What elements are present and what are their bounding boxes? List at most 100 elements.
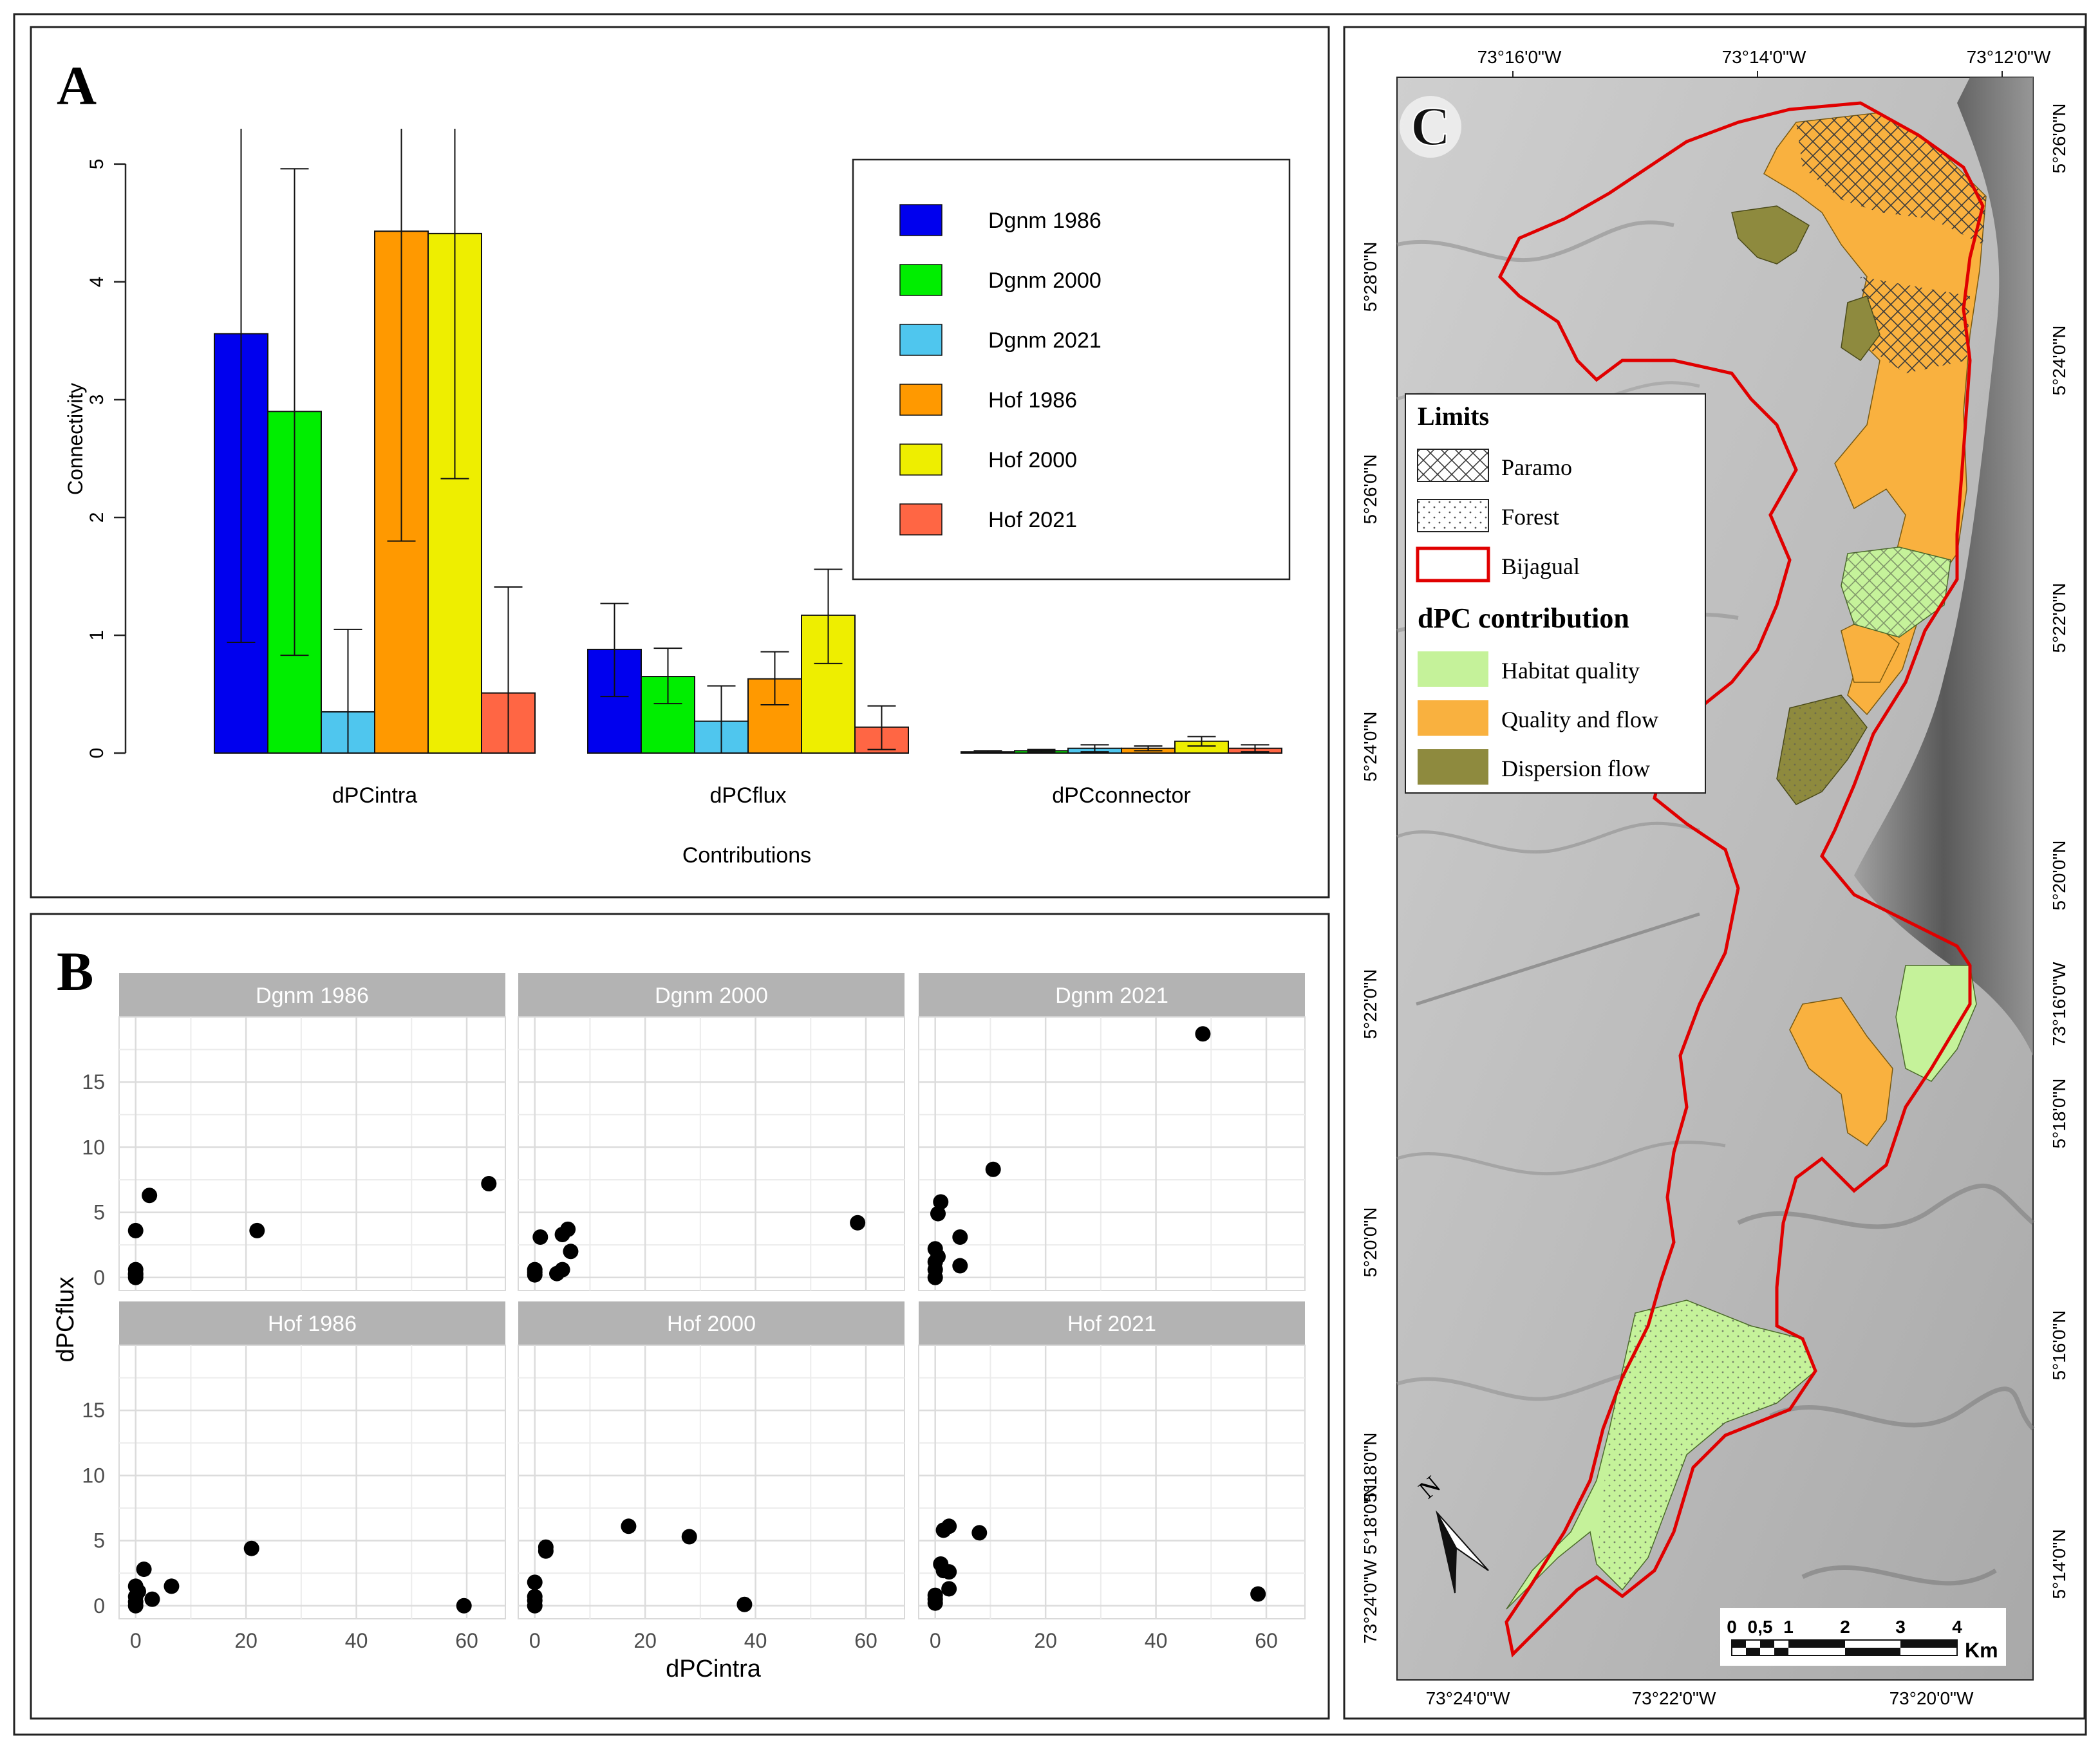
panel-c-letter: C — [1411, 95, 1450, 157]
legend-swatch — [899, 384, 942, 416]
scale-seg-5 — [1788, 1640, 1845, 1648]
map-top-axis-label: 73°12'0"W — [1967, 47, 2051, 67]
north-arrow-shape-outline — [1436, 1512, 1489, 1571]
panel-a-y-tick-label: 1 — [86, 630, 108, 641]
habitat-quality-label: Habitat quality — [1501, 658, 1640, 684]
panel-b: B Dgnm 1986 0 5 10 15 Dgnm 2000 Dgnm 2021 Hof 1… — [30, 913, 1330, 1720]
scale-tick-label: 3 — [1895, 1617, 1906, 1637]
map-left-axis-label: 5°20'0"N — [1360, 1207, 1380, 1278]
panel-a-y-tick-label: 4 — [86, 277, 108, 288]
panel-a-y-tick-label: 0 — [86, 748, 108, 759]
x-tick-label: 60 — [455, 1629, 478, 1652]
map-right-axis-label: 5°26'0"N — [2049, 104, 2069, 174]
facet-strip — [518, 1301, 905, 1345]
scatter-point — [1195, 1026, 1211, 1042]
y-tick-label: 0 — [93, 1266, 105, 1289]
scatter-point — [554, 1262, 570, 1278]
facet-strip — [919, 1301, 1305, 1345]
facet-title: Dgnm 2021 — [1055, 983, 1168, 1008]
scatter-point — [144, 1591, 160, 1607]
scatter-point — [527, 1264, 543, 1280]
panel-a-axes: 0 1 2 3 4 5 dPCintra dPCflux dPCconnector — [86, 159, 1191, 808]
scale-seg-3 — [1760, 1640, 1774, 1648]
quality-and-flow-swatch — [1418, 700, 1488, 736]
scale-tick-label: 0 — [1727, 1617, 1737, 1637]
scatter-point — [164, 1578, 180, 1594]
facet-title: Hof 2000 — [667, 1312, 756, 1336]
habitat-quality-patches — [1506, 546, 1977, 1610]
map-top-axis-label: 73°16'0"W — [1477, 47, 1562, 67]
facet-title: Dgnm 1986 — [256, 983, 369, 1008]
scale-seg-7 — [1900, 1640, 1957, 1648]
y-tick-label: 15 — [82, 1399, 105, 1422]
scatter-point — [952, 1258, 968, 1274]
scatter-point — [941, 1518, 957, 1534]
facet-plot-area — [918, 1016, 1306, 1291]
scatter-point — [1250, 1586, 1266, 1602]
map-right-axis-label: 5°24'0"N — [2049, 326, 2069, 396]
legend-label: Dgnm 2021 — [988, 328, 1102, 353]
scale-bar-ticks: 0 0,5 1 2 3 4 — [1727, 1617, 1962, 1637]
scatter-point — [127, 1267, 144, 1283]
scatter-point — [952, 1229, 968, 1245]
facet-strip — [518, 973, 905, 1017]
y-tick-label: 10 — [82, 1464, 105, 1487]
y-tick-label: 5 — [93, 1201, 105, 1224]
bijagual-label: Bijagual — [1501, 554, 1580, 579]
scatter-point — [563, 1244, 579, 1260]
scatter-point — [736, 1596, 753, 1612]
dispersion-flow-label: Dispersion flow — [1501, 756, 1650, 781]
legend-swatch — [899, 324, 942, 356]
panel-c: 73°16'0"W 73°14'0"W 73°12'0"W 73°24'0"W 73°2… — [1343, 26, 2086, 1720]
facet-strip — [119, 1301, 505, 1345]
legend-swatch — [899, 503, 942, 536]
panel-a-y-tick-label: 2 — [86, 512, 108, 523]
map-right-axis-label: 5°14'0"N — [2049, 1529, 2069, 1599]
facet-title: Hof 2021 — [1067, 1312, 1156, 1336]
legend-swatch — [899, 264, 942, 296]
bijagual-boundary — [1497, 101, 1985, 1658]
facet-strip — [919, 973, 1305, 1017]
map-coordinate-labels: 73°16'0"W 73°14'0"W 73°12'0"W 73°24'0"W 73°2… — [1360, 47, 2069, 1708]
panel-a-category-label: dPCflux — [709, 783, 786, 808]
map-bottom-axis-label: 73°20'0"W — [1889, 1688, 1974, 1708]
scale-seg-6 — [1845, 1648, 1900, 1655]
scatter-point — [985, 1161, 1001, 1177]
facet-title: Hof 1986 — [268, 1312, 357, 1336]
facet-plot-area — [518, 1345, 905, 1619]
scatter-point — [131, 1583, 146, 1599]
y-tick-label: 15 — [82, 1070, 105, 1094]
habitat-quality-swatch — [1418, 651, 1488, 687]
x-tick-label: 40 — [345, 1629, 368, 1652]
map-bottom-axis-label: 73°22'0"W — [1632, 1688, 1716, 1708]
scale-seg-2 — [1746, 1648, 1760, 1655]
panel-a-y-tick-label: 5 — [86, 159, 108, 170]
scatter-point — [927, 1587, 943, 1603]
x-tick-label: 40 — [744, 1629, 767, 1652]
panel-a-y-tick-label: 3 — [86, 395, 108, 405]
scatter-point — [850, 1215, 866, 1231]
x-tick-label: 20 — [633, 1629, 657, 1652]
y-tick-label: 0 — [93, 1594, 105, 1617]
scatter-point — [532, 1229, 548, 1245]
facet-title: Dgnm 2000 — [655, 983, 768, 1008]
panel-a-legend: Dgnm 1986 Dgnm 2000 Dgnm 2021 Hof 1986 Hof 2… — [852, 158, 1291, 581]
scale-tick-label: 0,5 — [1748, 1617, 1773, 1637]
scatter-point — [538, 1543, 554, 1559]
scatter-point — [930, 1206, 946, 1222]
map-right-axis-label: 5°22'0"N — [2049, 583, 2069, 653]
x-tick-label: 40 — [1145, 1629, 1168, 1652]
map-left-axis-label: 5°28'0"N — [1360, 242, 1380, 312]
dispersion-flow-swatch — [1418, 749, 1488, 785]
x-tick-label: 20 — [234, 1629, 258, 1652]
quality-and-flow-label: Quality and flow — [1501, 707, 1658, 732]
scale-tick-label: 1 — [1783, 1617, 1794, 1637]
panel-a-x-label: Contributions — [682, 843, 811, 868]
panel-a-category-label: dPCconnector — [1052, 783, 1190, 808]
map-legend-dpc-title: dPC contribution — [1418, 602, 1629, 634]
map-left-axis-label: 5°26'0"N — [1360, 454, 1380, 525]
facet-plot-area — [118, 1016, 506, 1291]
scatter-point — [142, 1188, 158, 1204]
forest-swatch — [1417, 499, 1489, 532]
